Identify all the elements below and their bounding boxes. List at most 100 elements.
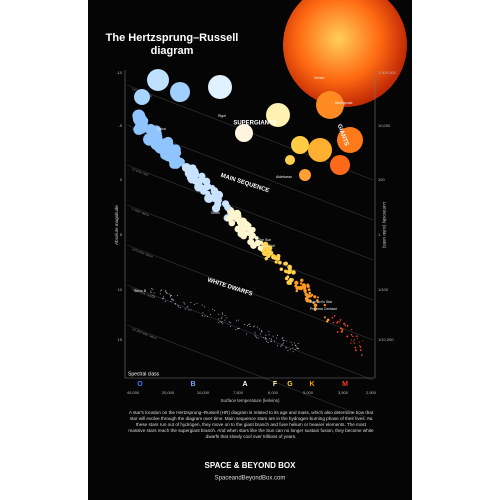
main-sequence-star	[342, 329, 344, 331]
title-line: diagram	[151, 45, 194, 57]
radius-line-label: 10 solar radii	[131, 167, 149, 177]
white-dwarf	[282, 342, 284, 344]
white-dwarf	[221, 312, 223, 314]
spectral-class-label: Spectral class	[128, 371, 160, 377]
white-dwarf	[218, 322, 220, 324]
main-sequence-star	[137, 125, 146, 133]
main-sequence-star	[309, 294, 312, 298]
white-dwarf	[296, 346, 298, 348]
main-sequence-star	[134, 115, 145, 126]
main-sequence-star	[302, 284, 307, 290]
main-sequence-star	[304, 292, 308, 297]
right-tick-label: 1,000,000	[378, 70, 397, 75]
x-tick-label: 10,000	[197, 390, 210, 395]
white-dwarf	[248, 323, 250, 325]
white-dwarf	[295, 345, 297, 347]
main-sequence-star	[283, 261, 287, 266]
main-sequence-star	[312, 301, 315, 305]
radius-line-label: 1 solar radius	[131, 207, 150, 217]
right-tick-label: 10,000	[378, 123, 391, 128]
title-line: The Hertzsprung–Russell	[106, 32, 239, 44]
main-sequence-star	[361, 354, 363, 356]
main-sequence-star	[350, 342, 352, 344]
white-dwarf	[257, 337, 259, 339]
main-sequence-star	[225, 215, 232, 222]
white-dwarf	[235, 329, 237, 331]
main-sequence-star	[224, 204, 231, 211]
white-dwarf	[254, 334, 256, 336]
left-tick-label: 10	[118, 287, 123, 292]
giant-star	[208, 75, 232, 99]
description: A star's location on the Hertzsprung–Rus…	[128, 410, 374, 439]
white-dwarf	[184, 308, 186, 310]
white-dwarf	[294, 344, 296, 346]
white-dwarf	[171, 298, 173, 300]
white-dwarf	[169, 293, 171, 295]
main-sequence-star	[299, 282, 303, 285]
star-label: Spica	[157, 127, 166, 131]
white-dwarf	[265, 341, 267, 343]
white-dwarf	[201, 304, 203, 306]
white-dwarf	[160, 289, 162, 291]
main-sequence-star	[192, 178, 199, 185]
main-sequence-star	[291, 270, 296, 275]
white-dwarf	[224, 319, 226, 321]
white-dwarf	[249, 323, 251, 325]
main-sequence-star	[257, 245, 263, 251]
white-dwarf	[294, 348, 296, 350]
white-dwarf	[224, 315, 226, 317]
white-dwarf	[222, 323, 224, 325]
white-dwarf	[210, 314, 212, 316]
white-dwarf	[202, 315, 204, 317]
white-dwarf	[219, 320, 221, 322]
main-sequence-star	[352, 335, 354, 338]
white-dwarf	[281, 343, 283, 345]
white-dwarf	[274, 340, 276, 342]
white-dwarf	[285, 340, 287, 342]
white-dwarf	[289, 348, 291, 350]
white-dwarf	[167, 292, 169, 294]
main-sequence-star	[351, 328, 353, 331]
white-dwarf	[256, 337, 258, 339]
main-sequence-star	[360, 350, 362, 352]
white-dwarf	[291, 344, 293, 346]
white-dwarf	[170, 295, 172, 297]
white-dwarf	[282, 337, 284, 339]
main-sequence-star	[350, 339, 353, 341]
white-dwarf	[237, 328, 239, 330]
white-dwarf	[187, 305, 189, 307]
main-sequence-star	[313, 303, 318, 307]
main-sequence-star	[353, 339, 355, 341]
main-sequence-star	[356, 337, 358, 339]
main-sequence-star	[213, 191, 220, 199]
main-sequence-star	[350, 333, 353, 336]
giant-star	[308, 138, 332, 162]
main-sequence-star	[156, 146, 165, 154]
main-sequence-star	[339, 319, 342, 321]
white-dwarf	[179, 306, 181, 308]
main-sequence-star	[262, 241, 269, 248]
white-dwarf	[276, 334, 278, 336]
main-sequence-star	[213, 197, 220, 204]
main-sequence-star	[249, 232, 256, 239]
white-dwarf	[281, 337, 283, 339]
star-label: Proxima Centauri	[310, 307, 337, 311]
white-dwarf	[165, 290, 167, 292]
white-dwarf	[221, 316, 223, 318]
main-sequence-star	[190, 167, 199, 176]
main-sequence-star	[286, 275, 290, 279]
x-tick-label: 3,500	[338, 390, 349, 395]
white-dwarf	[183, 302, 185, 304]
star-label: Sirius	[211, 211, 220, 215]
left-tick-label: 0	[120, 177, 123, 182]
white-dwarf	[270, 340, 272, 342]
main-sequence-star	[198, 172, 206, 180]
white-dwarf	[213, 310, 215, 312]
white-dwarf	[297, 342, 299, 344]
white-dwarf	[188, 309, 190, 311]
white-dwarf	[150, 290, 152, 292]
main-sequence-star	[294, 280, 299, 286]
main-sequence-star	[313, 295, 317, 299]
